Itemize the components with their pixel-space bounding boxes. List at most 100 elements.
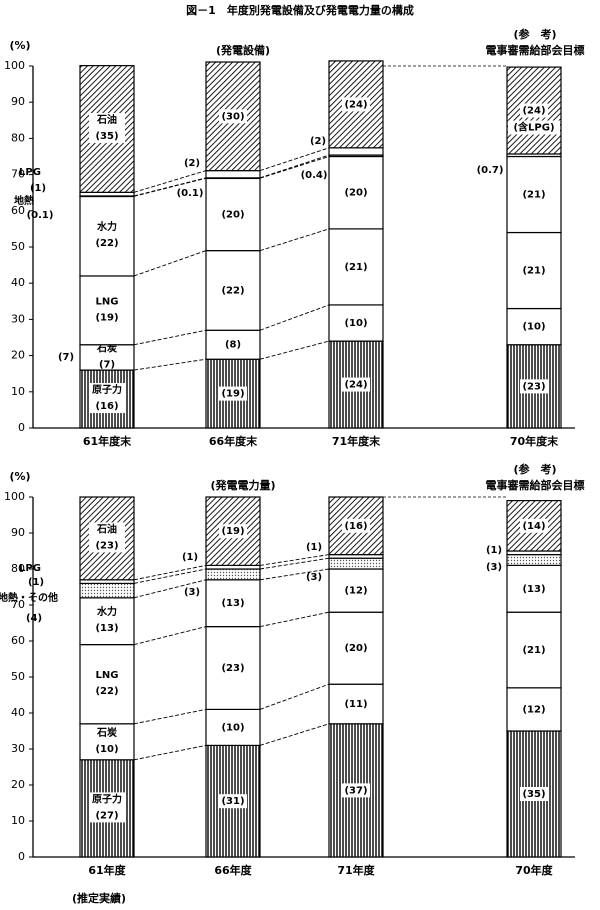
bar-segment [205, 170, 261, 179]
label-bg [219, 109, 247, 124]
series-name-label: 石油 [96, 522, 117, 535]
y-tick-label: 40 [11, 706, 25, 719]
category-label: 71年度 [337, 863, 375, 877]
data-label: (21) [522, 645, 545, 656]
category-label: 71年度末 [332, 434, 381, 448]
bar-segment [79, 597, 135, 646]
bar-segment [205, 177, 261, 252]
data-label: (22) [95, 686, 118, 697]
data-label: (1) [182, 552, 198, 563]
data-label: (37) [344, 785, 367, 796]
label-bg [520, 518, 548, 533]
reference-header-sub: 電事審需給部会目標 [486, 478, 585, 492]
data-label: (3) [486, 562, 502, 573]
data-label: (21) [344, 262, 367, 273]
bar-segment [328, 557, 384, 570]
data-label: (8) [225, 340, 241, 351]
data-label: (10) [95, 744, 118, 755]
label-bg [342, 783, 370, 798]
bar-segment [79, 275, 135, 346]
data-label: (13) [221, 598, 244, 609]
category-label: 61年度 [88, 863, 126, 877]
series-name-label: 水力 [96, 220, 117, 233]
data-label: (19) [221, 389, 244, 400]
y-tick-label: 60 [11, 634, 25, 647]
data-label: (13) [95, 623, 118, 634]
y-tick-label: 100 [4, 59, 25, 72]
y-unit-label: (%) [9, 470, 30, 483]
connector-line [259, 683, 330, 710]
connector-line [259, 557, 330, 570]
y-tick-label: 0 [18, 421, 25, 434]
connector-line [133, 177, 207, 197]
data-label: (10) [522, 322, 545, 333]
connector-line [133, 579, 207, 599]
bar-segment [79, 723, 135, 761]
bar-segment [328, 568, 384, 613]
y-tick-label: 30 [11, 742, 25, 755]
data-label: (35) [95, 131, 118, 142]
data-label: (3) [306, 572, 322, 583]
series-name-label: LPG [19, 563, 41, 574]
category-label: 61年度末 [83, 434, 132, 448]
data-label: (11) [344, 699, 367, 710]
y-tick-label: 100 [4, 490, 25, 503]
connector-line [133, 568, 207, 584]
bar-segment [79, 644, 135, 725]
data-label: (20) [344, 643, 367, 654]
data-label: (1) [30, 183, 46, 194]
label-bg [89, 383, 125, 414]
data-label: (0.4) [301, 170, 328, 181]
label-bg [89, 112, 125, 143]
footnote: (推定実績) [72, 892, 127, 905]
y-tick-label: 80 [11, 562, 25, 575]
label-bg [219, 386, 247, 401]
label-bg [520, 103, 548, 118]
connector-line [133, 250, 207, 277]
data-label: (14) [522, 521, 545, 532]
data-label: (10) [344, 318, 367, 329]
bar-segment [79, 344, 135, 371]
connector-line [259, 147, 330, 172]
category-label: 66年度末 [209, 434, 258, 448]
series-name-label: 水力 [96, 605, 117, 618]
category-label: 70年度末 [510, 434, 559, 448]
y-tick-label: 40 [11, 276, 25, 289]
connector-line [133, 329, 207, 346]
bar-segment [205, 579, 261, 628]
series-name-label: 原子力 [92, 792, 122, 805]
connector-line [259, 554, 330, 566]
data-label: (23) [221, 663, 244, 674]
data-label: (23) [522, 381, 545, 392]
label-bg [342, 97, 370, 112]
data-label: (24) [344, 380, 367, 391]
label-bg [89, 792, 125, 823]
series-name-label: 地熱 [14, 194, 34, 207]
bar-segment [506, 231, 562, 310]
bar-segment [205, 329, 261, 360]
data-label: (16) [344, 521, 367, 532]
y-tick-label: 0 [18, 850, 25, 863]
label-bg [342, 518, 370, 533]
data-label: (2) [184, 158, 200, 169]
series-name-label: 地熱・その他 [0, 591, 58, 604]
data-label: (24) [522, 106, 545, 117]
connector-line [259, 156, 330, 179]
data-label: (16) [95, 401, 118, 412]
label-bg [508, 120, 560, 135]
y-tick-label: 30 [11, 312, 25, 325]
data-label: (22) [221, 285, 244, 296]
connector-line [259, 304, 330, 331]
y-tick-label: 20 [11, 778, 25, 791]
data-note: (含LPG) [513, 121, 554, 134]
data-label: (2) [310, 136, 326, 147]
series-name-label: LNG [96, 296, 119, 307]
bar-segment [328, 228, 384, 306]
y-tick-label: 10 [11, 814, 25, 827]
data-label: (22) [95, 238, 118, 249]
data-label: (12) [522, 704, 545, 715]
data-label: (1) [28, 577, 44, 588]
data-label: (21) [522, 266, 545, 277]
data-label: (24) [344, 99, 367, 110]
data-label: (0.7) [477, 165, 504, 176]
